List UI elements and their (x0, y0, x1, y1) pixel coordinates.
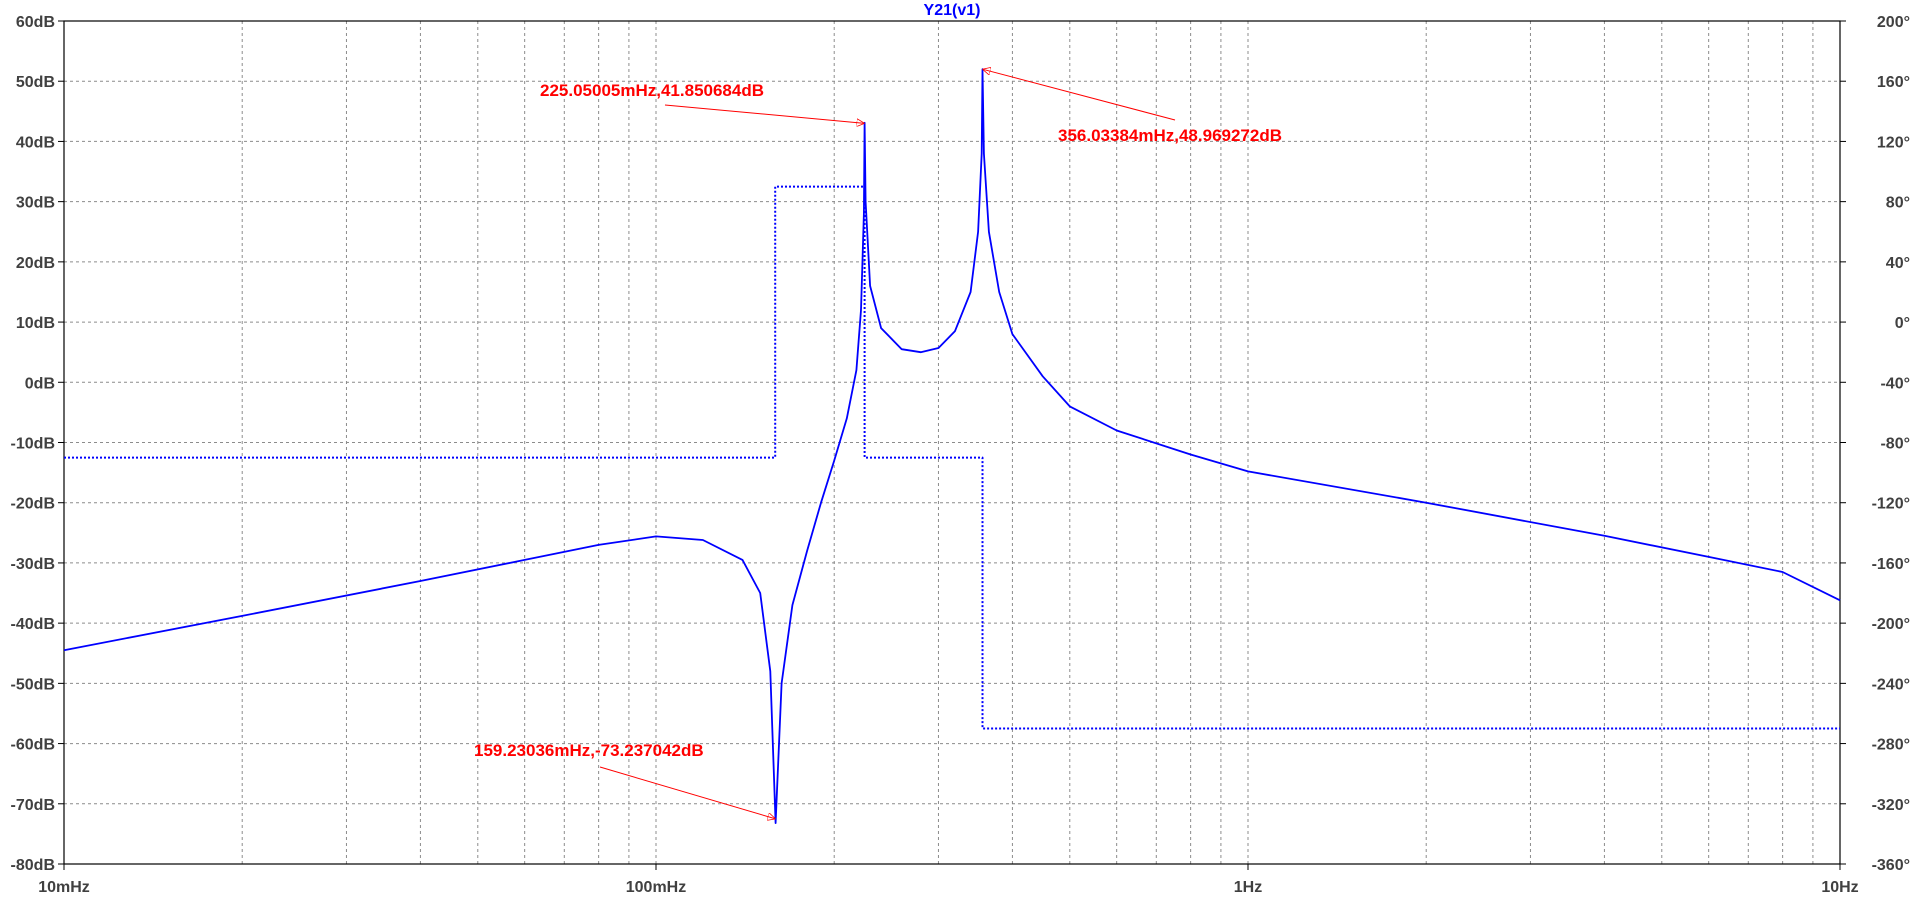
chart-title: Y21(v1) (924, 2, 981, 19)
y-tick-label: 20dB (16, 255, 55, 272)
annotations: 225.05005mHz,41.850684dB 356.03384mHz,48.… (474, 69, 1282, 819)
y2-tick-label: 40° (1886, 255, 1910, 272)
y2-tick-label: 160° (1877, 74, 1910, 91)
y-tick-label: -60dB (11, 737, 55, 754)
annotation-arrow (982, 69, 1176, 121)
y2-tick-label: -240° (1872, 676, 1910, 693)
y2-tick-label: -40° (1880, 375, 1910, 392)
y-tick-label: 10dB (16, 315, 55, 332)
annotation-arrow (664, 104, 865, 123)
phase-trace (64, 185, 1840, 730)
y-tick-label: 30dB (16, 195, 55, 212)
y-tick-label: -40dB (11, 616, 55, 633)
x-tick-label: 10mHz (38, 879, 90, 896)
y-tick-label: 40dB (16, 134, 55, 151)
annotation-label: 159.23036mHz,-73.237042dB (474, 741, 704, 760)
annotation-label: 356.03384mHz,48.969272dB (1058, 126, 1282, 145)
y2-tick-label: -320° (1872, 797, 1910, 814)
y2-tick-label: -360° (1872, 857, 1910, 874)
magnitude-trace (63, 68, 1841, 824)
x-tick-label: 1Hz (1234, 879, 1262, 896)
y2-tick-label: -160° (1872, 556, 1910, 573)
annotation-label: 225.05005mHz,41.850684dB (540, 81, 764, 100)
y-tick-label: -80dB (11, 857, 55, 874)
y2-tick-label: 120° (1877, 134, 1910, 151)
x-tick-label: 100mHz (626, 879, 686, 896)
y2-tick-label: 80° (1886, 195, 1910, 212)
grid (64, 21, 1840, 864)
series-layer (63, 68, 1841, 824)
y2-tick-label: 0° (1895, 315, 1910, 332)
y2-tick-label: -280° (1872, 737, 1910, 754)
y-tick-label: 0dB (25, 375, 55, 392)
y-tick-label: -70dB (11, 797, 55, 814)
y-tick-label: -10dB (11, 436, 55, 453)
x-tick-label: 10Hz (1821, 879, 1858, 896)
y-tick-label: -30dB (11, 556, 55, 573)
y2-tick-label: -200° (1872, 616, 1910, 633)
y2-tick-label: -80° (1880, 436, 1910, 453)
annotation-arrow (599, 766, 776, 819)
y2-tick-label: 200° (1877, 14, 1910, 31)
y-tick-label: 50dB (16, 74, 55, 91)
y-tick-label: -50dB (11, 676, 55, 693)
y-tick-label: 60dB (16, 14, 55, 31)
tick-labels: -80dB -70dB -60dB -50dB -40dB -30dB -20dB -10dB… (11, 14, 1910, 896)
y2-tick-label: -120° (1872, 496, 1910, 513)
y-tick-label: -20dB (11, 496, 55, 513)
